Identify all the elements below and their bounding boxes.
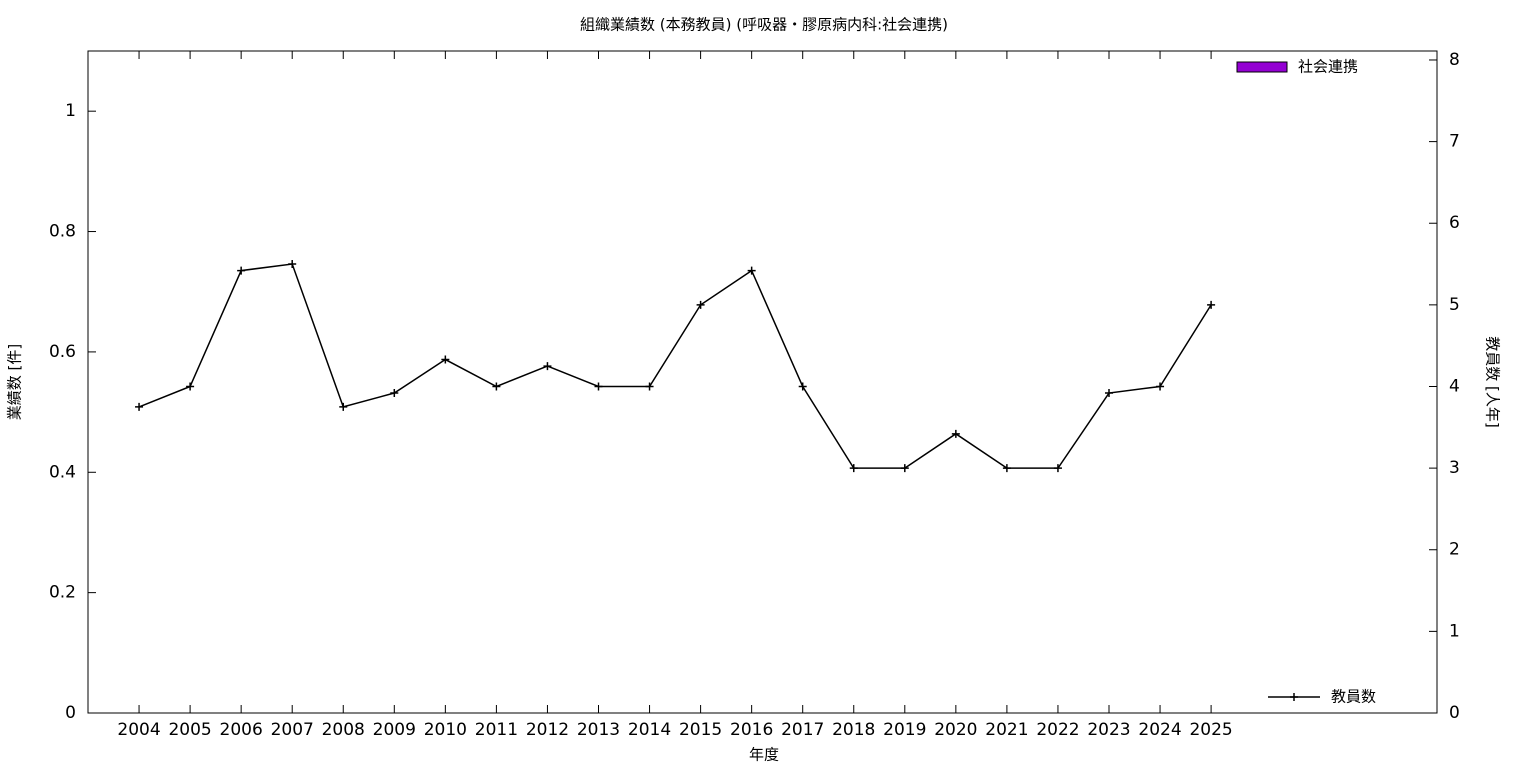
x-tick-label: 2011 <box>475 720 518 740</box>
legend-swatch <box>1236 61 1288 73</box>
x-tick-label: 2004 <box>117 720 160 740</box>
point-marker <box>1002 464 1011 473</box>
point-marker <box>849 464 858 473</box>
point-marker <box>543 362 552 371</box>
x-tick-label: 2008 <box>322 720 365 740</box>
point-marker <box>339 402 348 411</box>
point-marker <box>1105 389 1113 398</box>
x-tick-label: 2020 <box>934 720 977 740</box>
point-marker <box>696 300 705 309</box>
x-tick-label: 2009 <box>373 720 416 740</box>
point-marker <box>594 382 603 391</box>
x-tick-label: 2019 <box>883 720 926 740</box>
x-tick-label: 2024 <box>1138 720 1181 740</box>
y2-tick-label: 6 <box>1449 213 1460 233</box>
point-marker <box>798 382 807 391</box>
x-tick-label: 2007 <box>271 720 314 740</box>
point-marker <box>951 429 960 438</box>
legend-label: 教員数 <box>1331 688 1376 706</box>
point-marker <box>441 355 450 364</box>
point-marker <box>1053 464 1062 473</box>
x-tick-label: 2023 <box>1087 720 1130 740</box>
x-tick-label: 2013 <box>577 720 620 740</box>
y-tick-label: 0.6 <box>49 342 76 362</box>
y2-tick-label: 5 <box>1449 295 1460 315</box>
y2-tick-label: 0 <box>1449 703 1460 723</box>
x-tick-label: 2010 <box>424 720 467 740</box>
y-axis-label: 業績数 [件] <box>6 344 24 420</box>
point-marker <box>237 266 246 275</box>
x-tick-label: 2022 <box>1036 720 1079 740</box>
x-tick-label: 2021 <box>985 720 1028 740</box>
plot-frame <box>87 50 1438 714</box>
x-tick-label: 2016 <box>730 720 773 740</box>
x-tick-label: 2017 <box>781 720 824 740</box>
x-tick-label: 2025 <box>1189 720 1232 740</box>
point-marker <box>900 464 909 473</box>
point-marker <box>186 382 195 391</box>
y-tick-label: 0.8 <box>49 222 76 242</box>
point-marker <box>747 266 756 275</box>
point-marker <box>390 389 399 398</box>
point-marker <box>135 402 144 411</box>
x-tick-label: 2015 <box>679 720 722 740</box>
legend-marker <box>1290 693 1298 701</box>
y2-tick-label: 3 <box>1449 458 1460 478</box>
point-marker <box>1207 300 1216 309</box>
data-line <box>138 263 1212 469</box>
x-tick-label: 2012 <box>526 720 569 740</box>
point-marker <box>1156 382 1165 391</box>
x-tick-label: 2005 <box>168 720 211 740</box>
x-tick-label: 2006 <box>220 720 263 740</box>
point-marker <box>645 382 654 391</box>
y-tick-label: 0 <box>65 703 76 723</box>
point-marker <box>492 382 501 391</box>
y2-tick-label: 2 <box>1449 540 1460 560</box>
y2-tick-label: 1 <box>1449 621 1460 641</box>
chart-title: 組織業績数 (本務教員) (呼吸器・膠原病内科:社会連携) <box>580 16 948 34</box>
y2-tick-label: 4 <box>1449 376 1460 396</box>
y-tick-label: 0.2 <box>49 583 76 603</box>
y-tick-label: 0.4 <box>49 462 76 482</box>
y2-tick-label: 7 <box>1449 132 1460 152</box>
y2-tick-label: 8 <box>1449 50 1460 70</box>
x-tick-label: 2014 <box>628 720 671 740</box>
legend-label: 社会連携 <box>1298 58 1358 76</box>
y2-axis-label: 教員数 [人年] <box>1484 336 1502 427</box>
x-tick-label: 2018 <box>832 720 875 740</box>
point-marker <box>288 260 297 269</box>
y-tick-label: 1 <box>65 101 76 121</box>
x-axis-label: 年度 <box>749 746 779 764</box>
